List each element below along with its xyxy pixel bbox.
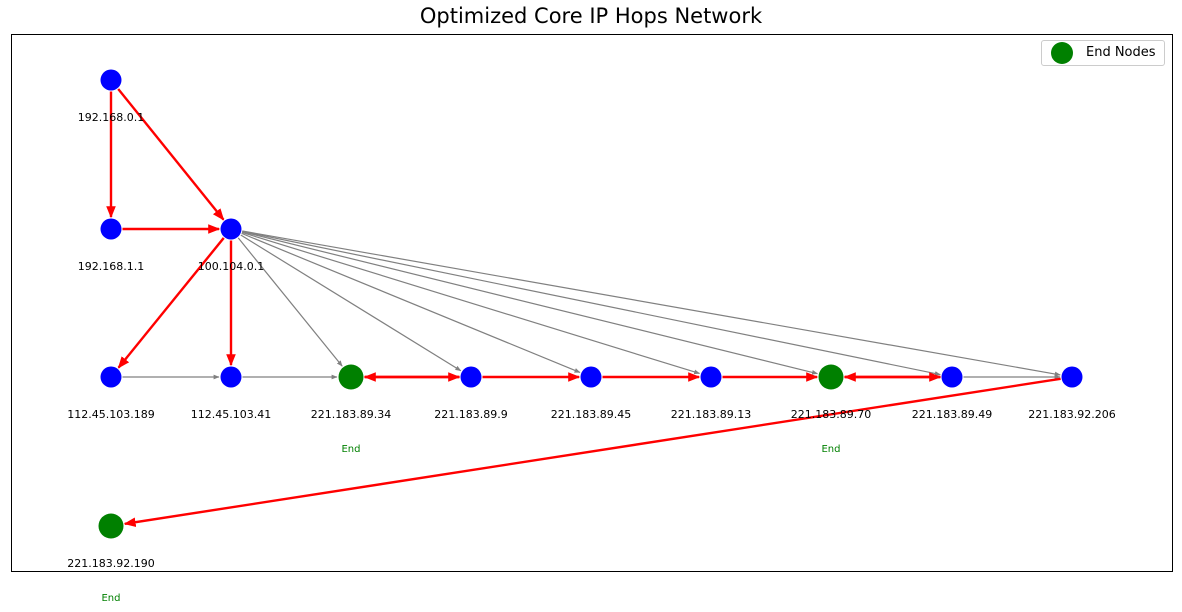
node-label-221-183-92-190: 221.183.92.190 [67,557,154,570]
node-label-221-183-89-13: 221.183.89.13 [671,408,751,421]
end-node-221-183-89-34 [338,364,364,390]
end-label-221-183-89-34: End [341,444,360,455]
node-192-168-1-1 [100,218,122,240]
node-label-221-183-89-49: 221.183.89.49 [912,408,992,421]
edge-192-168-0-1-to-100-104-0-1 [117,88,225,221]
edge-100-104-0-1-to-221-183-89-70 [242,231,818,375]
node-label-221-183-89-34: 221.183.89.34 [311,408,391,421]
node-label-221-183-89-9: 221.183.89.9 [434,408,507,421]
node-100-104-0-1 [220,218,242,240]
edge-100-104-0-1-to-221-183-92-206 [242,230,1061,377]
edge-100-104-0-1-to-221-183-89-13 [241,231,701,375]
edge-100-104-0-1-to-112-45-103-189 [117,237,225,369]
node-label-112-45-103-41: 112.45.103.41 [191,408,271,421]
legend: End Nodes [1041,40,1165,66]
edge-100-104-0-1-to-221-183-89-45 [241,232,581,373]
node-112-45-103-41 [220,366,242,388]
edge-layer [106,88,1061,527]
edge-100-104-0-1-to-221-183-89-49 [242,230,941,376]
node-221-183-89-45 [580,366,602,388]
end-node-221-183-89-70 [818,364,844,390]
node-label-112-45-103-189: 112.45.103.189 [67,408,154,421]
node-112-45-103-189 [100,366,122,388]
legend-label: End Nodes [1086,45,1156,60]
end-node-221-183-92-190 [98,513,124,539]
node-221-183-89-13 [700,366,722,388]
node-label-221-183-89-70: 221.183.89.70 [791,408,871,421]
plot-frame [11,34,1173,572]
node-192-168-0-1 [100,69,122,91]
node-label-221-183-92-206: 221.183.92.206 [1028,408,1115,421]
node-221-183-89-49 [941,366,963,388]
node-layer [98,69,1083,539]
diagram-title: Optimized Core IP Hops Network [419,4,763,28]
edge-100-104-0-1-to-221-183-89-9 [240,234,462,372]
edge-100-104-0-1-to-221-183-89-34 [237,237,343,367]
node-221-183-92-206 [1061,366,1083,388]
edge-221-183-92-206-to-221-183-92-190 [123,377,1061,527]
node-label-221-183-89-45: 221.183.89.45 [551,408,631,421]
node-221-183-89-9 [460,366,482,388]
label-layer: 192.168.0.1 192.168.1.1 100.104.0.1 112.45.… [67,111,1115,604]
node-label-192-168-1-1: 192.168.1.1 [78,260,144,273]
legend-end-node-marker [1051,42,1073,64]
node-label-100-104-0-1: 100.104.0.1 [198,260,264,273]
node-label-192-168-0-1: 192.168.0.1 [78,111,144,124]
end-label-221-183-92-190: End [101,593,120,604]
end-label-221-183-89-70: End [821,444,840,455]
